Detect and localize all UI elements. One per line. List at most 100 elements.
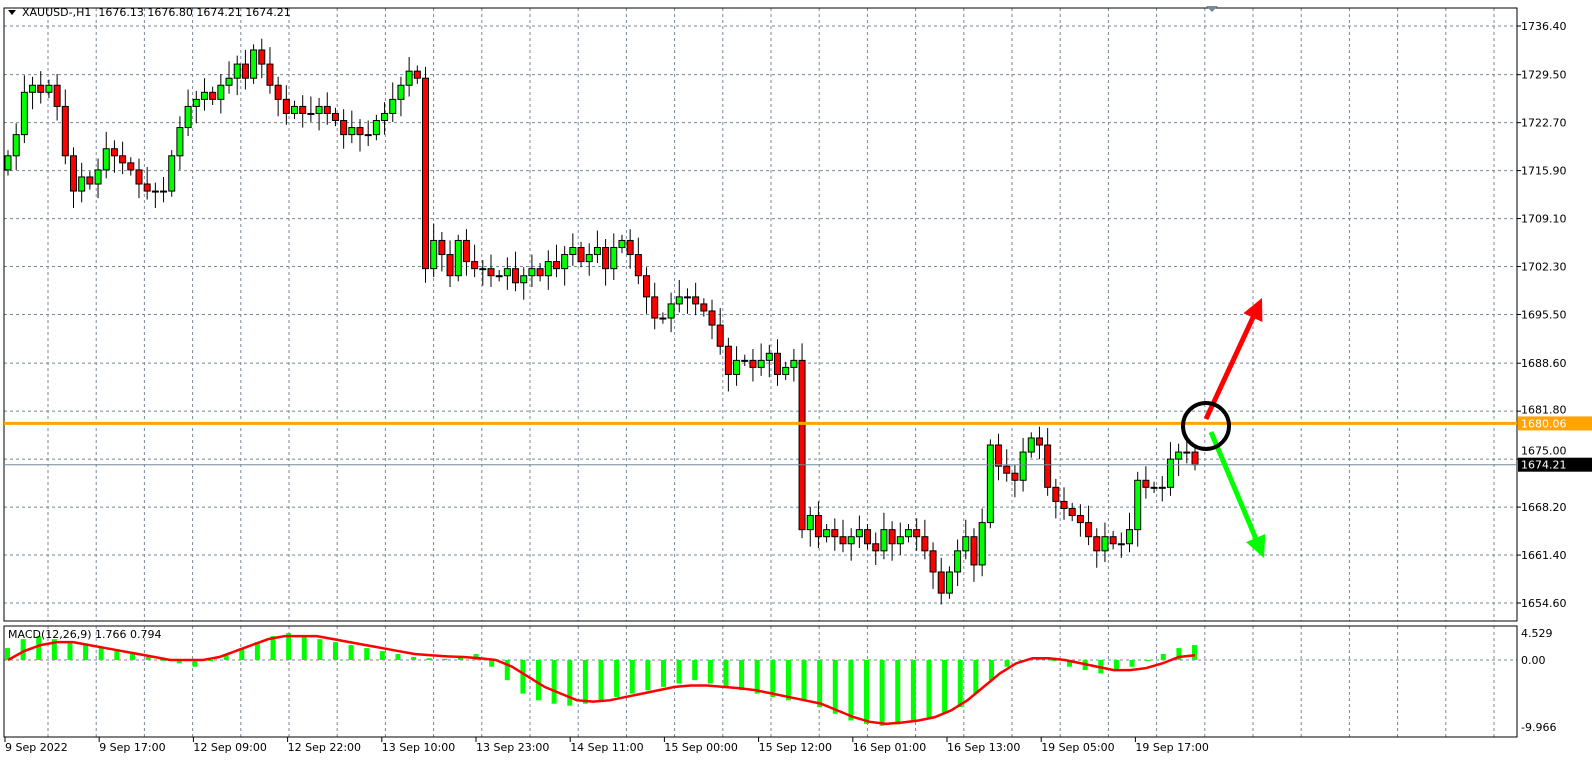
candle-body xyxy=(143,183,151,192)
candle-body xyxy=(192,98,200,107)
x-tick-label: 12 Sep 09:00 xyxy=(193,741,266,754)
candles xyxy=(4,38,1199,605)
candle-body xyxy=(1134,479,1142,531)
level-price-tag xyxy=(1518,416,1592,431)
candle-body xyxy=(1068,507,1076,517)
macd-histogram-bar xyxy=(98,648,104,660)
candle-body xyxy=(462,239,470,263)
macd-histogram-bar xyxy=(129,654,135,660)
candle-body xyxy=(315,105,323,114)
macd-histogram-bar xyxy=(208,660,214,661)
candle-body xyxy=(847,536,855,545)
candle-body xyxy=(479,268,487,271)
macd-histogram-bar xyxy=(1067,660,1073,667)
macd-histogram-bar xyxy=(1160,654,1166,660)
collapse-triangle-icon[interactable] xyxy=(8,10,16,15)
macd-histogram-bar xyxy=(754,660,760,694)
candle-body xyxy=(372,120,380,136)
macd-histogram-bar xyxy=(348,645,354,660)
candle-body xyxy=(733,359,741,375)
axes: 1736.40 1729.50 1722.70 1715.90 1709.10 1702.… xyxy=(3,7,1567,754)
candle-body xyxy=(233,63,241,79)
candle-body xyxy=(864,529,872,545)
macd-histogram-bar xyxy=(317,639,323,660)
candle-body xyxy=(593,246,601,256)
macd-histogram-bar xyxy=(957,660,963,708)
candle-body xyxy=(160,190,168,193)
candle-body xyxy=(413,70,421,79)
candle-body xyxy=(921,536,929,552)
candle-body xyxy=(978,522,986,566)
candle-body xyxy=(487,268,495,277)
candle-body xyxy=(119,155,127,164)
macd-histogram-bar xyxy=(864,660,870,724)
up-arrow-shaft xyxy=(1203,311,1258,421)
candle-body xyxy=(430,239,438,270)
shift-marker-icon xyxy=(1206,6,1218,12)
macd-histogram-bar xyxy=(395,654,401,660)
y-tick-label: 1715.90 xyxy=(1521,165,1567,178)
macd-histogram-bar xyxy=(629,660,635,694)
candle-body xyxy=(1158,486,1166,489)
candle-body xyxy=(544,261,552,277)
candle-body xyxy=(274,84,282,100)
macd-histogram-bar xyxy=(879,660,885,726)
macd-histogram-bar xyxy=(83,645,89,660)
candle-body xyxy=(1011,472,1019,481)
x-tick-label: 16 Sep 13:00 xyxy=(947,741,1020,754)
x-tick-label: 9 Sep 2022 xyxy=(5,741,68,754)
y-tick-label: 1688.60 xyxy=(1521,357,1567,370)
macd-panel xyxy=(5,633,1197,726)
candle-body xyxy=(1085,522,1093,538)
macd-histogram-bar xyxy=(942,660,948,714)
candle-body xyxy=(1191,451,1199,466)
grid xyxy=(4,8,1517,737)
candle-body xyxy=(282,98,290,114)
candle-body xyxy=(102,148,110,171)
candle-body xyxy=(1093,536,1101,552)
y-tick-label: 1668.20 xyxy=(1521,501,1567,514)
candle-body xyxy=(880,529,888,552)
candle-body xyxy=(381,112,389,122)
candle-body xyxy=(724,345,732,375)
candle-body xyxy=(634,254,642,277)
y-tick-label: 1729.50 xyxy=(1521,69,1567,82)
candle-body xyxy=(1101,536,1109,552)
candle-body xyxy=(692,296,700,305)
x-tick-label: 15 Sep 00:00 xyxy=(664,741,737,754)
macd-histogram-bar xyxy=(676,660,682,684)
macd-histogram-bar xyxy=(1051,660,1057,661)
candle-body xyxy=(110,148,118,157)
candle-body xyxy=(774,352,782,375)
macd-histogram-bar xyxy=(801,660,807,701)
candle-body xyxy=(798,359,806,531)
candle-body xyxy=(512,268,520,284)
down-arrow-shaft xyxy=(1208,431,1260,544)
macd-histogram-bar xyxy=(551,660,557,704)
candle-body xyxy=(749,359,757,368)
candle-body xyxy=(585,254,593,263)
candle-body xyxy=(250,49,258,79)
candle-body xyxy=(241,63,249,79)
macd-histogram-bar xyxy=(223,654,229,660)
annotations: 1680.06 1674.21 xyxy=(4,6,1592,558)
macd-histogram-bar xyxy=(270,636,276,660)
candle-body xyxy=(896,536,904,545)
candle-body xyxy=(1117,543,1125,546)
macd-y-tick-label: -9.966 xyxy=(1521,721,1556,734)
macd-histogram-bar xyxy=(645,660,651,691)
candle-body xyxy=(683,296,691,299)
macd-histogram-bar xyxy=(457,657,463,660)
macd-histogram-bar xyxy=(442,658,448,660)
x-tick-label: 9 Sep 17:00 xyxy=(99,741,165,754)
x-tick-label: 19 Sep 05:00 xyxy=(1041,741,1114,754)
macd-histogram-bar xyxy=(286,633,292,660)
candle-body xyxy=(1150,486,1158,489)
macd-histogram-bar xyxy=(20,639,26,660)
macd-histogram-bar xyxy=(848,660,854,721)
candle-body xyxy=(1044,444,1052,488)
candle-body xyxy=(552,261,560,270)
y-tick-label: 1709.10 xyxy=(1521,213,1567,226)
macd-histogram-bar xyxy=(660,660,666,687)
